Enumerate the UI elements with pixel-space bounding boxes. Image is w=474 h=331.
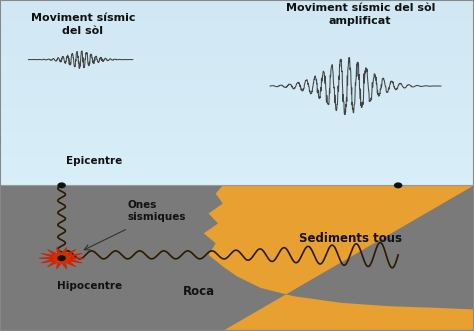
Circle shape [53, 252, 70, 264]
Polygon shape [204, 185, 474, 331]
Text: Hipocentre: Hipocentre [57, 281, 122, 291]
Polygon shape [39, 247, 84, 269]
Text: Moviment sísmic del sòl
amplificat: Moviment sísmic del sòl amplificat [285, 3, 435, 26]
Text: Sediments tous: Sediments tous [299, 232, 402, 245]
Text: Roca: Roca [183, 285, 215, 298]
Circle shape [394, 182, 402, 188]
Text: Epicentre: Epicentre [66, 156, 123, 166]
Circle shape [57, 255, 66, 261]
Bar [0, 185, 474, 331]
Text: Ones
sismiques: Ones sismiques [128, 200, 186, 222]
Circle shape [57, 182, 66, 188]
Text: Moviment sísmic
del sòl: Moviment sísmic del sòl [31, 13, 135, 36]
